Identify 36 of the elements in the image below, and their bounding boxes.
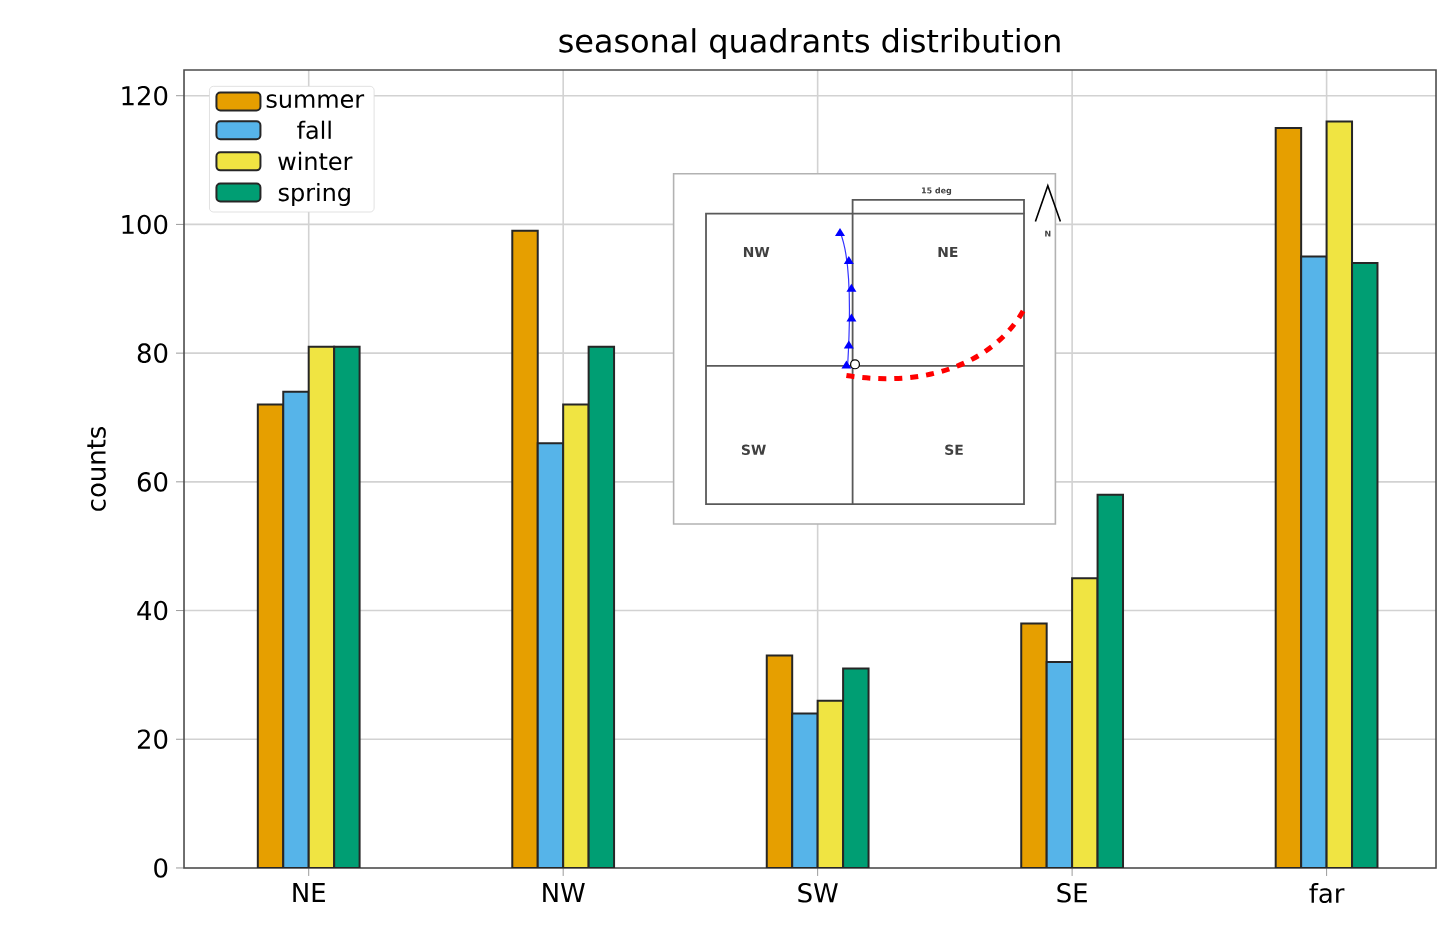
bar [791, 712, 819, 868]
y-tick-label: 80 [137, 343, 168, 363]
bar [1071, 577, 1099, 868]
bar [842, 667, 870, 868]
y-tick-label: 0 [154, 858, 168, 878]
bar [307, 345, 336, 868]
legend-label: winter [278, 151, 353, 171]
bar [256, 403, 285, 868]
bar [1096, 493, 1125, 868]
chart-title: seasonal quadrants distribution [559, 28, 1060, 59]
bar [1351, 262, 1379, 868]
legend-label: summer [266, 94, 365, 109]
bar [282, 390, 310, 868]
y-tick-label: 100 [122, 214, 168, 235]
x-tick-label: far [1309, 883, 1345, 904]
bar [1274, 126, 1303, 868]
bar [536, 442, 565, 868]
x-tick-label: NW [543, 883, 585, 902]
x-tick-label: SE [1057, 883, 1087, 903]
y-tick-label: 60 [137, 472, 168, 492]
y-tick-label: 120 [122, 85, 168, 106]
bar [562, 403, 590, 868]
y-tick-label: 40 [137, 600, 168, 621]
legend-label: spring [278, 182, 350, 207]
bar [587, 345, 616, 868]
bar [1325, 120, 1354, 868]
y-tick-label: 20 [137, 729, 168, 750]
legend-label: fall [297, 120, 331, 140]
bar [1020, 622, 1048, 868]
y-axis-title: counts [87, 426, 106, 511]
bar [511, 229, 539, 868]
bar [1045, 661, 1074, 868]
bar [1300, 255, 1328, 868]
x-tick-label: SW [798, 883, 838, 903]
bar [333, 345, 361, 868]
x-tick-label: NE [293, 883, 325, 902]
